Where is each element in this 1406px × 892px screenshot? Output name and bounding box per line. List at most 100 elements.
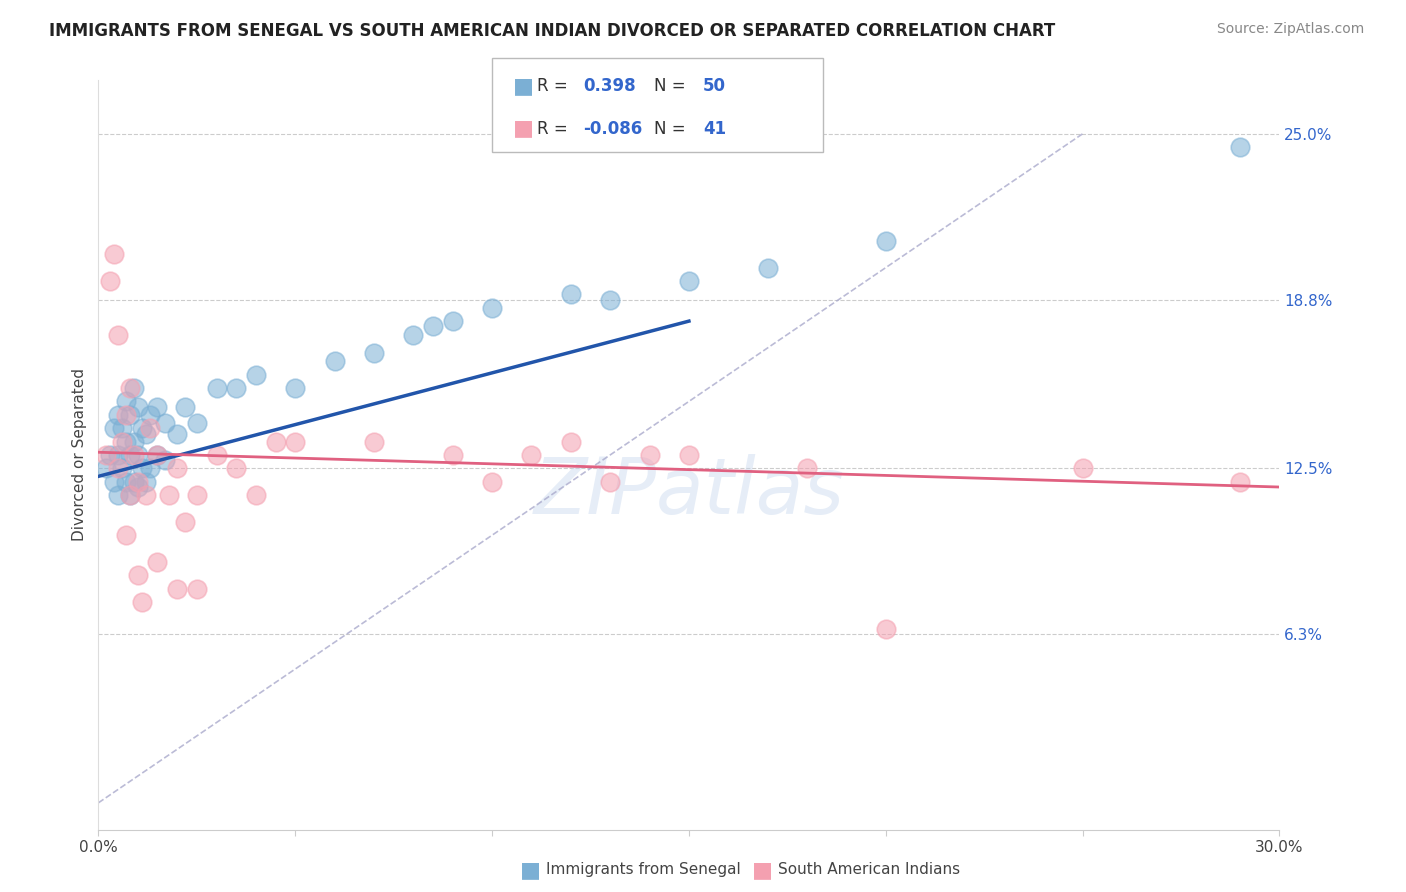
Point (1071, 461, 1094, 475)
Point (441, 314, 464, 328)
Point (103, 421, 125, 435)
Point (122, 448, 145, 462)
Y-axis label: Divorced or Separated: Divorced or Separated (72, 368, 87, 541)
Text: 50: 50 (703, 78, 725, 95)
Point (363, 346, 385, 360)
Point (323, 354, 346, 368)
Point (678, 448, 700, 462)
Point (560, 287, 582, 301)
Point (127, 475, 149, 489)
Point (205, 381, 228, 395)
Text: IMMIGRANTS FROM SENEGAL VS SOUTH AMERICAN INDIAN DIVORCED OR SEPARATED CORRELATI: IMMIGRANTS FROM SENEGAL VS SOUTH AMERICA… (49, 22, 1056, 40)
Point (103, 475, 125, 489)
Point (638, 448, 661, 462)
Point (402, 327, 425, 342)
Point (481, 475, 503, 489)
Point (560, 434, 582, 449)
Text: 41: 41 (703, 120, 725, 137)
Point (174, 400, 197, 414)
Point (166, 426, 188, 441)
Text: R =: R = (537, 78, 574, 95)
Point (127, 448, 149, 462)
Point (166, 582, 188, 596)
Point (111, 461, 134, 475)
Text: Source: ZipAtlas.com: Source: ZipAtlas.com (1216, 22, 1364, 37)
Point (127, 400, 149, 414)
Point (166, 461, 188, 475)
Point (135, 475, 157, 489)
Point (225, 381, 247, 395)
Point (122, 434, 145, 449)
Text: ■: ■ (520, 860, 541, 880)
Point (131, 461, 153, 475)
Point (1229, 140, 1251, 154)
Point (796, 461, 818, 475)
Point (98, 448, 121, 462)
Text: Immigrants from Senegal: Immigrants from Senegal (546, 863, 741, 877)
Point (118, 488, 141, 502)
Point (131, 421, 153, 435)
Point (107, 488, 129, 502)
Point (131, 595, 153, 609)
Point (138, 421, 160, 435)
Point (186, 582, 208, 596)
Point (875, 622, 897, 636)
Point (205, 448, 228, 462)
Point (146, 400, 169, 414)
Point (146, 555, 169, 569)
Point (284, 434, 307, 449)
Point (103, 247, 125, 261)
Point (146, 448, 169, 462)
Point (756, 260, 779, 275)
Point (599, 293, 621, 307)
Point (135, 426, 157, 441)
Point (118, 381, 141, 395)
Point (111, 434, 134, 449)
Point (245, 368, 267, 382)
Text: -0.086: -0.086 (583, 120, 643, 137)
Text: N =: N = (654, 78, 690, 95)
Point (127, 480, 149, 494)
Point (155, 453, 177, 467)
Point (422, 319, 444, 334)
Point (225, 461, 247, 475)
Point (115, 434, 138, 449)
Point (520, 448, 543, 462)
Point (118, 488, 141, 502)
Text: ■: ■ (513, 119, 534, 138)
Point (363, 434, 385, 449)
Point (599, 475, 621, 489)
Point (264, 434, 287, 449)
Point (98, 274, 121, 288)
Point (127, 568, 149, 582)
Point (107, 448, 129, 462)
Point (245, 488, 267, 502)
Point (174, 515, 197, 529)
Point (118, 448, 141, 462)
Point (138, 408, 160, 422)
Point (138, 461, 160, 475)
Point (441, 448, 464, 462)
Text: ZIPatlas: ZIPatlas (533, 454, 845, 531)
Text: R =: R = (537, 120, 574, 137)
Text: N =: N = (654, 120, 690, 137)
Point (107, 461, 129, 475)
Point (115, 528, 138, 542)
Text: ■: ■ (513, 76, 534, 96)
Point (96, 461, 118, 475)
Point (186, 488, 208, 502)
Point (122, 475, 145, 489)
Point (115, 408, 138, 422)
Point (678, 274, 700, 288)
Point (146, 448, 169, 462)
Point (875, 234, 897, 248)
Text: 0.398: 0.398 (583, 78, 636, 95)
Point (135, 488, 157, 502)
Point (122, 381, 145, 395)
Point (1229, 475, 1251, 489)
Point (284, 381, 307, 395)
Point (481, 301, 503, 315)
Point (96, 448, 118, 462)
Point (115, 394, 138, 409)
Point (155, 416, 177, 430)
